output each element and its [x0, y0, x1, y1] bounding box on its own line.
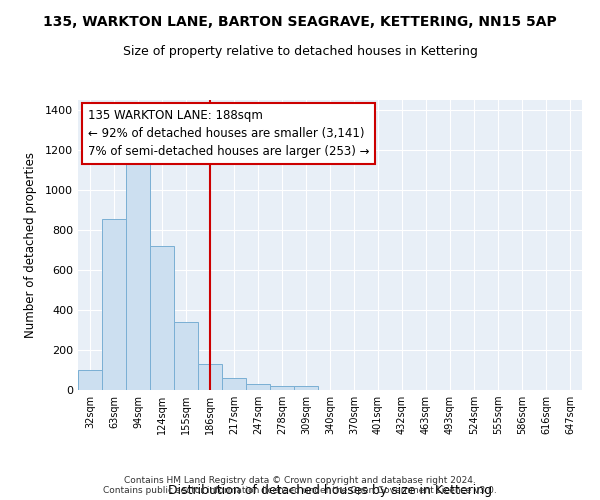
Bar	[222, 378, 246, 390]
Y-axis label: Number of detached properties: Number of detached properties	[23, 152, 37, 338]
Bar	[102, 219, 126, 390]
Text: Size of property relative to detached houses in Kettering: Size of property relative to detached ho…	[122, 45, 478, 58]
Text: Contains HM Land Registry data © Crown copyright and database right 2024.
Contai: Contains HM Land Registry data © Crown c…	[103, 476, 497, 495]
X-axis label: Distribution of detached houses by size in Kettering: Distribution of detached houses by size …	[168, 484, 492, 498]
Bar	[126, 164, 150, 390]
Bar	[174, 322, 198, 390]
Bar	[246, 384, 270, 390]
Bar	[294, 386, 318, 390]
Bar	[270, 386, 294, 390]
Bar	[78, 370, 102, 390]
Bar	[198, 364, 222, 390]
Text: 135, WARKTON LANE, BARTON SEAGRAVE, KETTERING, NN15 5AP: 135, WARKTON LANE, BARTON SEAGRAVE, KETT…	[43, 15, 557, 29]
Bar	[150, 246, 174, 390]
Text: 135 WARKTON LANE: 188sqm
← 92% of detached houses are smaller (3,141)
7% of semi: 135 WARKTON LANE: 188sqm ← 92% of detach…	[88, 108, 370, 158]
